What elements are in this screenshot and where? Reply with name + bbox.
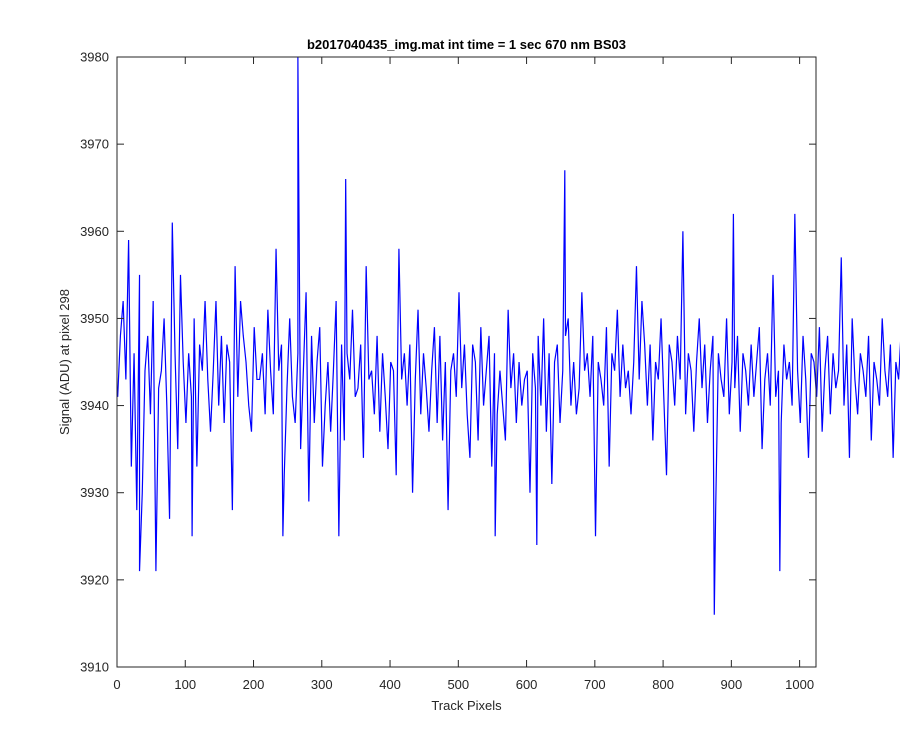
y-tick-label: 3930 bbox=[80, 485, 109, 500]
x-tick-label: 500 bbox=[447, 677, 469, 692]
y-tick-label: 3940 bbox=[80, 398, 109, 413]
y-tick-label: 3920 bbox=[80, 572, 109, 587]
x-axis-label: Track Pixels bbox=[431, 698, 502, 713]
x-tick-label: 0 bbox=[113, 677, 120, 692]
x-tick-label: 1000 bbox=[785, 677, 814, 692]
chart-title: b2017040435_img.mat int time = 1 sec 670… bbox=[307, 37, 626, 52]
axes-layer: 0 100 200 300 400 500 600 700 800 900 1000 3910 3920… bbox=[80, 50, 817, 692]
series-layer bbox=[117, 56, 900, 615]
y-tick-label: 3950 bbox=[80, 311, 109, 326]
x-tick-label: 100 bbox=[174, 677, 196, 692]
y-axis-label: Signal (ADU) at pixel 298 bbox=[57, 289, 72, 435]
x-tick-label: 800 bbox=[652, 677, 674, 692]
x-tick-label: 600 bbox=[516, 677, 538, 692]
x-tick-label: 200 bbox=[243, 677, 265, 692]
y-tick-label: 3980 bbox=[80, 50, 109, 65]
series-line-0 bbox=[117, 56, 900, 615]
x-tick-label: 900 bbox=[721, 677, 743, 692]
x-tick-label: 700 bbox=[584, 677, 606, 692]
x-tick-label: 400 bbox=[379, 677, 401, 692]
y-tick-label: 3910 bbox=[80, 660, 109, 675]
y-tick-label: 3970 bbox=[80, 137, 109, 152]
y-tick-label: 3960 bbox=[80, 224, 109, 239]
x-tick-label: 300 bbox=[311, 677, 333, 692]
axes-box bbox=[116, 56, 817, 668]
